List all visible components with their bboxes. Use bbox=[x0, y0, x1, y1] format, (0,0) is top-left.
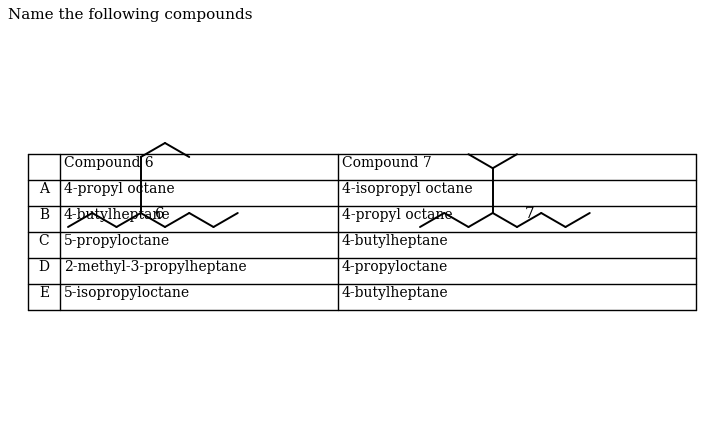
Text: 4-propyloctane: 4-propyloctane bbox=[342, 260, 448, 274]
Text: B: B bbox=[39, 208, 49, 222]
Text: 4-propyl octane: 4-propyl octane bbox=[64, 182, 174, 196]
Text: E: E bbox=[39, 286, 49, 300]
Text: 2-methyl-3-propylheptane: 2-methyl-3-propylheptane bbox=[64, 260, 247, 274]
Text: 6: 6 bbox=[155, 207, 165, 221]
Text: D: D bbox=[38, 260, 49, 274]
Text: 4-isopropyl octane: 4-isopropyl octane bbox=[342, 182, 473, 196]
Text: Compound 7: Compound 7 bbox=[342, 156, 432, 170]
Text: 5-isopropyloctane: 5-isopropyloctane bbox=[64, 286, 190, 300]
Text: 5-propyloctane: 5-propyloctane bbox=[64, 234, 170, 248]
Text: 4-propyl octane: 4-propyl octane bbox=[342, 208, 452, 222]
Text: 4-butylheptane: 4-butylheptane bbox=[342, 234, 449, 248]
Text: A: A bbox=[39, 182, 49, 196]
Text: Compound 6: Compound 6 bbox=[64, 156, 153, 170]
Text: 7: 7 bbox=[525, 207, 535, 221]
Text: 4-butylheptane: 4-butylheptane bbox=[342, 286, 449, 300]
Text: C: C bbox=[38, 234, 49, 248]
Text: 4-butylheptane: 4-butylheptane bbox=[64, 208, 171, 222]
Text: Name the following compounds: Name the following compounds bbox=[8, 8, 253, 22]
